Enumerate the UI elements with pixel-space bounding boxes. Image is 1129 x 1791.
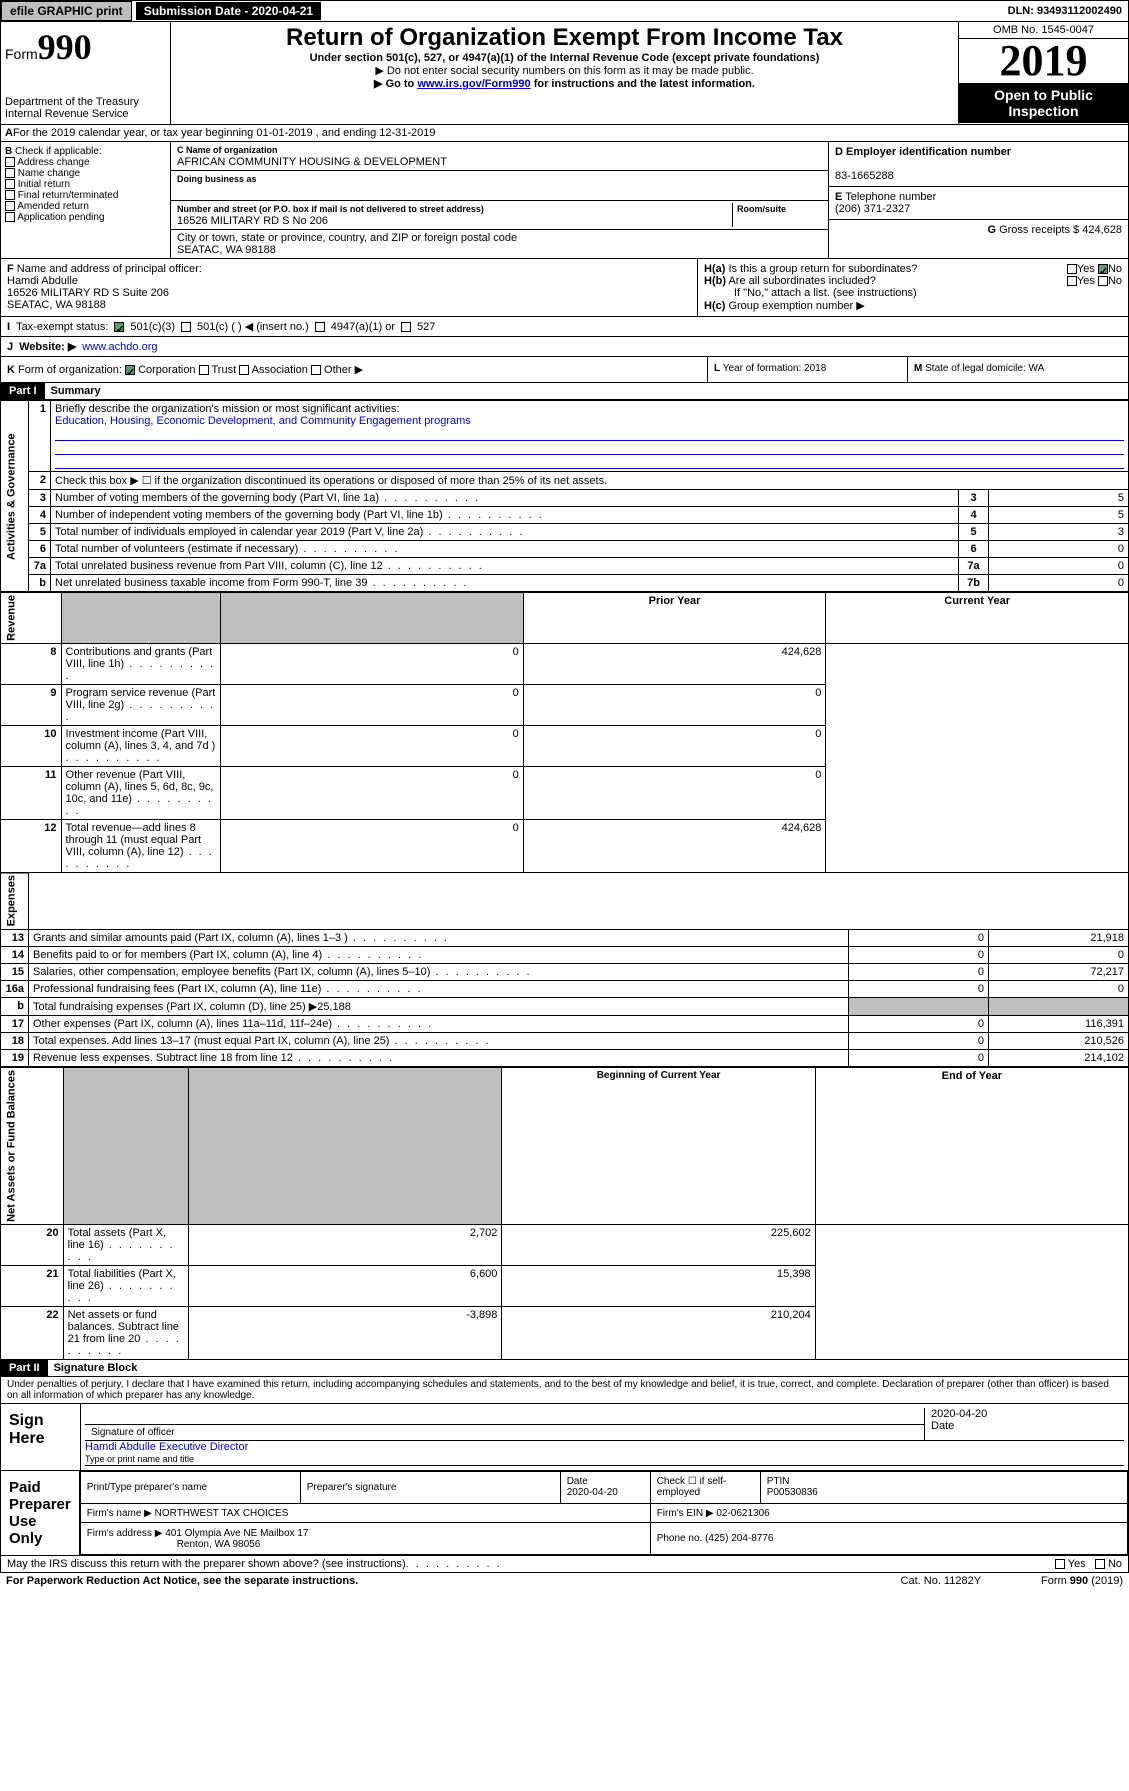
firm-address: 401 Olympia Ave NE Mailbox 17 [165, 1528, 308, 1539]
line-i: I Tax-exempt status: 501(c)(3) 501(c) ( … [0, 317, 1129, 337]
org-city: SEATAC, WA 98188 [177, 244, 276, 256]
firm-ein: 02-0621306 [716, 1508, 769, 1519]
phone: (206) 371-2327 [835, 203, 910, 215]
section-d-e-g: D Employer identification number83-16652… [828, 142, 1128, 258]
signature-section: Sign Here Signature of officer 2020-04-2… [0, 1404, 1129, 1471]
dln: DLN: 93493112002490 [1002, 3, 1128, 19]
section-c: C Name of organization AFRICAN COMMUNITY… [171, 142, 828, 258]
sign-here-label: Sign Here [1, 1404, 81, 1470]
submission-date: Submission Date - 2020-04-21 [136, 2, 321, 20]
part1-header: Part I Summary [0, 383, 1129, 400]
revenue-table: Revenue Prior Year Current Year 8Contrib… [0, 592, 1129, 873]
part2-badge: Part II [1, 1360, 48, 1376]
side-netassets: Net Assets or Fund Balances [1, 1068, 64, 1225]
part2-header: Part II Signature Block [0, 1360, 1129, 1377]
officer-name-typed: Hamdi Abdulle Executive Director [85, 1441, 248, 1453]
section-b-to-g: B Check if applicable: Address change Na… [0, 142, 1129, 259]
dept: Department of the Treasury [5, 96, 166, 108]
efile-button[interactable]: efile GRAPHIC print [1, 1, 132, 21]
subtitle: Under section 501(c), 527, or 4947(a)(1)… [179, 52, 950, 64]
form-number: Form990 [5, 26, 166, 68]
side-expenses: Expenses [1, 873, 29, 929]
irs: Internal Revenue Service [5, 108, 166, 120]
org-name: AFRICAN COMMUNITY HOUSING & DEVELOPMENT [177, 156, 447, 168]
ptin: P00530836 [767, 1487, 818, 1498]
gross-receipts: 424,628 [1082, 224, 1122, 236]
part1-title: Summary [45, 383, 107, 399]
officer-name: Hamdi Abdulle [7, 275, 78, 287]
tax-year: 2019 [959, 39, 1128, 83]
section-b: B Check if applicable: Address change Na… [1, 142, 171, 258]
website-link[interactable]: www.achdo.org [82, 341, 157, 353]
section-f-h: F Name and address of principal officer:… [0, 259, 1129, 317]
expenses-table: Expenses 13Grants and similar amounts pa… [0, 873, 1129, 1067]
paid-preparer-label: Paid Preparer Use Only [1, 1471, 80, 1555]
summary-table: Activities & Governance 1 Briefly descri… [0, 400, 1129, 592]
discuss-row: May the IRS discuss this return with the… [0, 1556, 1129, 1573]
topbar: efile GRAPHIC print Submission Date - 20… [0, 0, 1129, 22]
firm-name: NORTHWEST TAX CHOICES [155, 1508, 289, 1519]
firm-phone: (425) 204-8776 [705, 1533, 773, 1544]
perjury-declaration: Under penalties of perjury, I declare th… [0, 1377, 1129, 1404]
part1-badge: Part I [1, 383, 45, 399]
line-j: J Website: ▶ www.achdo.org [0, 337, 1129, 357]
part2-title: Signature Block [48, 1360, 144, 1376]
subtitle2: ▶ Do not enter social security numbers o… [179, 64, 950, 77]
preparer-section: Paid Preparer Use Only Print/Type prepar… [0, 1471, 1129, 1556]
line-a: A For the 2019 calendar year, or tax yea… [0, 125, 1129, 142]
org-address: 16526 MILITARY RD S No 206 [177, 215, 328, 227]
side-governance: Activities & Governance [1, 401, 29, 592]
netassets-table: Net Assets or Fund Balances Beginning of… [0, 1067, 1129, 1360]
form-title: Return of Organization Exempt From Incom… [179, 24, 950, 52]
ein: 83-1665288 [835, 170, 894, 182]
irs-link[interactable]: www.irs.gov/Form990 [417, 78, 530, 90]
open-inspection: Open to Public Inspection [959, 83, 1128, 123]
form-footer: For Paperwork Reduction Act Notice, see … [0, 1573, 1129, 1589]
form-header: Form990 Department of the Treasury Inter… [0, 22, 1129, 125]
subtitle3: ▶ Go to www.irs.gov/Form990 for instruct… [179, 77, 950, 90]
line-klm: K Form of organization: Corporation Trus… [0, 357, 1129, 383]
mission-text: Education, Housing, Economic Development… [55, 415, 471, 427]
side-revenue: Revenue [1, 593, 62, 644]
